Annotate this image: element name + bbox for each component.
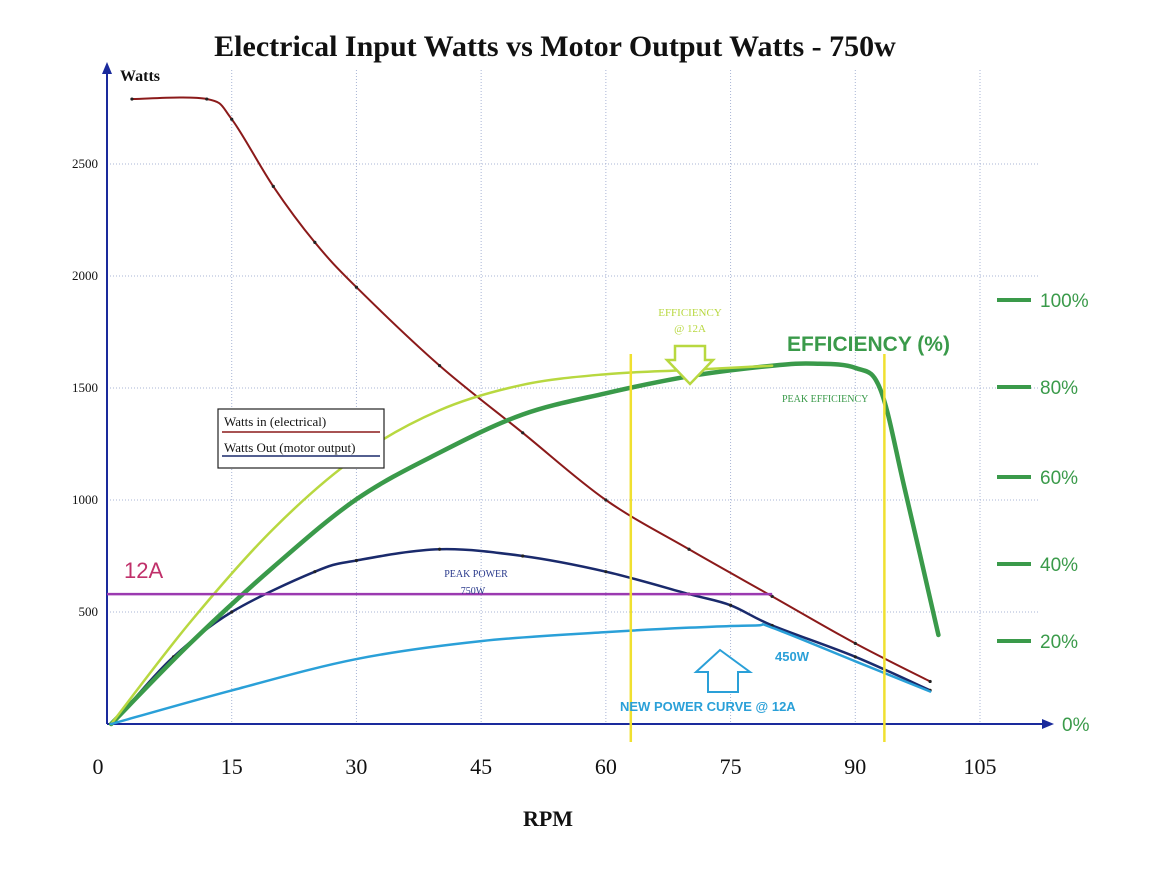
x-tick-label: 0 <box>93 754 104 779</box>
y-tick-label: 2500 <box>72 156 98 171</box>
y-axis-label: Watts <box>120 68 160 85</box>
data-point <box>271 184 275 188</box>
annotation-12a: 12A <box>124 558 163 583</box>
annotation-peak-power: PEAK POWER <box>444 569 508 580</box>
y-tick-label: 2000 <box>72 268 98 283</box>
annotation-efficiency: EFFICIENCY <box>658 307 722 319</box>
x-tick-label: 60 <box>595 754 617 779</box>
data-point <box>521 554 525 558</box>
efficiency-tick-label: 100% <box>1040 291 1089 312</box>
x-tick-label: 30 <box>345 754 367 779</box>
axes-layer: 0 15 30 45 60 75 90 105 500 1000 1500 2000 2500 100% 8… <box>72 62 1090 779</box>
y-tick-label: 1500 <box>72 380 98 395</box>
data-point <box>604 498 608 502</box>
data-point <box>521 431 525 435</box>
data-point <box>230 117 234 121</box>
data-point <box>354 285 359 289</box>
annotation-efficiency-percent: EFFICIENCY (%) <box>787 333 950 356</box>
efficiency-tick-label: 20% <box>1040 632 1078 653</box>
data-point <box>770 594 774 598</box>
data-point <box>687 547 691 551</box>
data-point <box>928 679 932 684</box>
new-power-up-arrow-icon <box>693 648 754 693</box>
x-axis-label: RPM <box>523 806 573 831</box>
x-axis-arrow-icon <box>1042 719 1054 729</box>
data-point <box>853 655 857 659</box>
y-axis-arrow-icon <box>102 62 112 74</box>
efficiency-tick-label: 60% <box>1040 468 1078 489</box>
x-tick-label: 75 <box>720 754 742 779</box>
legend: Watts in (electrical) Watts Out (motor o… <box>217 408 385 469</box>
annotation-new-power-curve: NEW POWER CURVE @ 12A <box>620 699 796 714</box>
annotation-peak-efficiency: PEAK EFFICIENCY <box>782 394 868 405</box>
efficiency-tick-label: 40% <box>1040 555 1078 576</box>
series-efficiency-line <box>108 361 941 727</box>
grid-layer <box>107 70 1040 724</box>
efficiency-down-arrow-icon <box>664 344 716 386</box>
annotation-450w: 450W <box>775 649 810 664</box>
legend-entry-watts-in: Watts in (electrical) <box>224 414 326 429</box>
x-tick-label: 105 <box>964 754 997 779</box>
data-point <box>354 558 359 563</box>
x-tick-label: 15 <box>221 754 243 779</box>
annotation-efficiency-at-12a: @ 12A <box>674 323 706 335</box>
data-point <box>437 547 442 551</box>
legend-entry-watts-out: Watts Out (motor output) <box>224 440 355 455</box>
series-new-power-curve-line <box>109 623 932 726</box>
efficiency-tick-label: 0% <box>1062 715 1090 736</box>
data-point <box>604 570 608 574</box>
annotation-750w: 750W <box>461 586 486 597</box>
series-layer <box>108 96 941 727</box>
efficiency-tick-label: 80% <box>1040 378 1078 399</box>
x-tick-label: 45 <box>470 754 492 779</box>
data-point <box>205 97 209 101</box>
marks-layer <box>107 354 886 742</box>
data-point <box>130 97 134 101</box>
x-tick-label: 90 <box>844 754 866 779</box>
data-point <box>313 240 317 244</box>
data-point <box>313 570 317 574</box>
chart-title: Electrical Input Watts vs Motor Output W… <box>214 30 896 63</box>
data-point <box>853 641 857 645</box>
series-efficiency-12a-line <box>109 364 774 726</box>
y-tick-label: 1000 <box>72 492 98 507</box>
data-point <box>230 610 234 614</box>
legend-box <box>217 408 385 469</box>
series-watts-out-line <box>130 547 932 703</box>
data-point <box>728 603 733 607</box>
data-point <box>437 364 442 368</box>
y-tick-label: 500 <box>79 604 99 619</box>
